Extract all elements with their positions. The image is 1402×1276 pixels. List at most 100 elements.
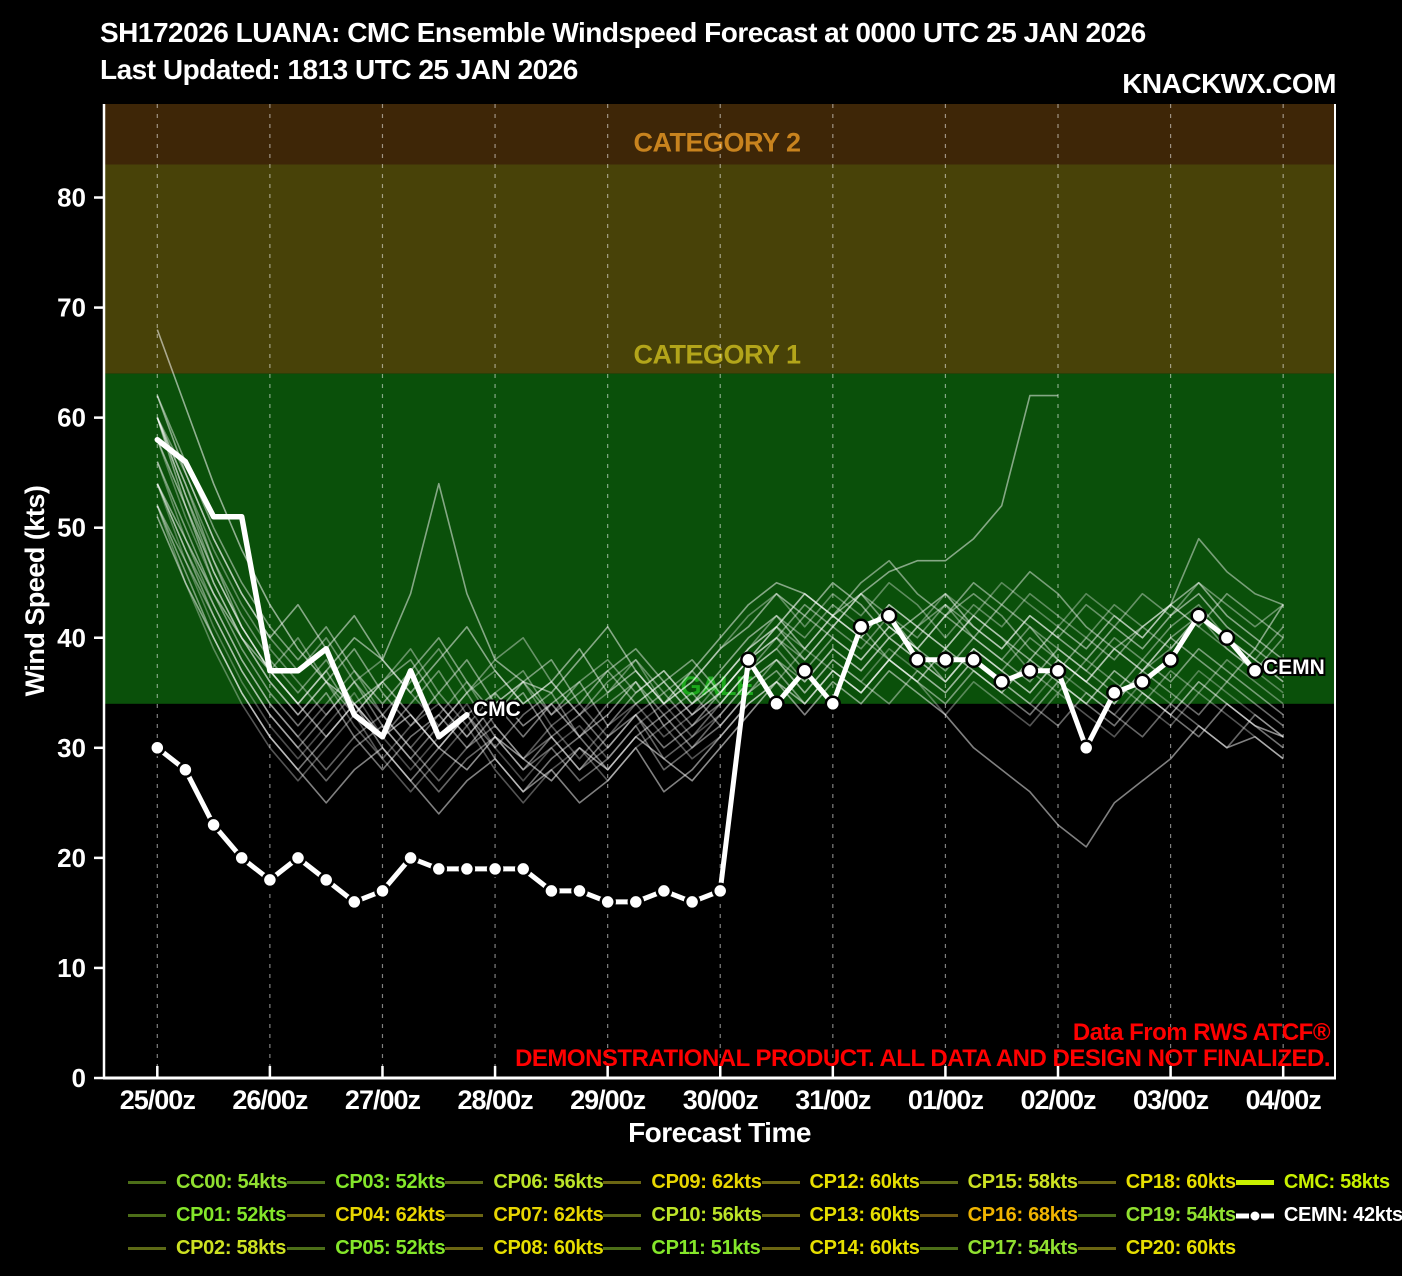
legend-entry-cp15: CP15: 58kts: [919, 1171, 1078, 1194]
cemn-marker: [289, 849, 307, 867]
legend-entry-cp19: CP19: 54kts: [1077, 1204, 1236, 1227]
brand-knackwx: KNACKWX.COM: [1122, 68, 1336, 99]
cemn-line-group: [149, 607, 1264, 911]
legend-entry-cp01: CP01: 52kts: [128, 1204, 287, 1227]
legend-swatch: [287, 1247, 326, 1250]
cemn-marker: [824, 695, 842, 713]
legend-label: CP09: 62kts: [651, 1171, 762, 1193]
legend-swatch: [919, 1214, 958, 1217]
legend-swatch: [445, 1181, 484, 1184]
zone-category-2: [104, 104, 1335, 165]
member-line-CP12: [156, 417, 1284, 727]
member-line-CP15: [156, 439, 1284, 760]
cemn-marker: [458, 860, 476, 878]
member-line-CP17: [156, 483, 1284, 782]
legend-swatch: [1235, 1180, 1274, 1185]
legend-entry-cp11: CP11: 51kts: [603, 1237, 761, 1260]
x-tick-label: 25/00z: [120, 1085, 196, 1115]
legend-swatch: [1077, 1247, 1116, 1250]
cemn-marker: [177, 761, 194, 779]
cemn-marker: [1049, 662, 1067, 680]
legend-swatch-dashdot: [1235, 1211, 1274, 1220]
y-tick-label: 50: [57, 513, 86, 543]
legend-label: CP19: 54kts: [1125, 1204, 1236, 1226]
legend-entry-cemn: CEMN: 42kts: [1235, 1204, 1402, 1227]
member-line-CP18: [156, 417, 1284, 738]
cemn-marker: [402, 849, 419, 867]
cemn-marker: [1077, 739, 1095, 757]
legend-swatch: [919, 1247, 958, 1250]
legend-swatch: [445, 1214, 484, 1217]
cemn-marker: [1106, 684, 1123, 702]
cemn-marker: [1190, 607, 1207, 624]
legend-label: CP13: 60kts: [809, 1204, 920, 1226]
chart-subtitle: Last Updated: 1813 UTC 25 JAN 2026: [100, 54, 578, 85]
title-block: SH172026 LUANA: CMC Ensemble Windspeed F…: [100, 14, 1146, 88]
legend-swatch: [287, 1214, 326, 1217]
legend-entry-cp09: CP09: 62kts: [603, 1171, 762, 1194]
y-tick-label: 10: [57, 953, 86, 983]
legend-swatch: [761, 1247, 800, 1250]
y-tick-label: 0: [72, 1063, 86, 1093]
cemn-marker: [768, 695, 785, 713]
cemn-marker: [683, 893, 701, 911]
x-tick-label: 27/00z: [345, 1085, 421, 1115]
line-label-cemn: CEMN: [1263, 656, 1325, 679]
disclaimer: Data From RWS ATCF®DEMONSTRATIONAL PRODU…: [515, 1019, 1331, 1072]
member-line-CP02: [156, 439, 1284, 749]
legend-swatch: [1077, 1181, 1116, 1184]
cemn-marker: [1021, 662, 1039, 680]
legend-label: CP10: 56kts: [651, 1204, 762, 1226]
legend-entry-cp03: CP03: 52kts: [287, 1171, 446, 1194]
legend-label: CP02: 58kts: [176, 1237, 287, 1259]
legend-entry-cp16: CP16: 68kts: [919, 1204, 1078, 1227]
legend-swatch: [128, 1247, 166, 1250]
line-label-cmc: CMC: [473, 698, 521, 721]
legend-entry-cp12: CP12: 60kts: [761, 1171, 920, 1194]
legend-label: CEMN: 42kts: [1283, 1204, 1402, 1226]
y-tick-label: 60: [57, 403, 86, 433]
cemn-line: [155, 613, 1257, 905]
legend-swatch: [1077, 1214, 1116, 1217]
cemn-marker: [1134, 673, 1151, 691]
member-line-CP19: [156, 483, 1284, 782]
legend-swatch: [603, 1247, 642, 1250]
cemn-marker: [486, 860, 504, 878]
cemn-marker: [514, 860, 532, 878]
legend-entry-cp07: CP07: 62kts: [445, 1204, 604, 1227]
legend-label: CP12: 60kts: [809, 1171, 920, 1193]
y-tick-label: 70: [57, 293, 86, 323]
legend-label: CC00: 54kts: [176, 1171, 288, 1193]
legend-swatch: [287, 1181, 326, 1184]
y-tick-label: 80: [57, 183, 86, 213]
cemn-marker: [965, 651, 982, 669]
legend-label: CMC: 58kts: [1283, 1171, 1390, 1193]
x-tick-label: 03/00z: [1133, 1085, 1209, 1115]
disclaimer-line1: Data From RWS ATCF®: [1073, 1019, 1331, 1046]
member-line-CP11: [156, 516, 1284, 848]
legend-label: CP08: 60kts: [493, 1237, 604, 1259]
zone-category-1: [104, 164, 1335, 374]
cemn-marker: [261, 871, 279, 889]
cemn-marker: [655, 882, 673, 900]
chart-title: SH172026 LUANA: CMC Ensemble Windspeed F…: [100, 17, 1146, 48]
legend-entry-cp08: CP08: 60kts: [445, 1237, 604, 1260]
cmc-line: [154, 436, 470, 740]
x-tick-label: 26/00z: [232, 1085, 308, 1115]
cemn-marker: [599, 893, 616, 911]
legend-entry-cp17: CP17: 54kts: [919, 1237, 1078, 1260]
zone-label: CATEGORY 1: [633, 340, 801, 370]
cemn-marker: [430, 860, 448, 878]
legend-label: CP17: 54kts: [967, 1237, 1078, 1259]
gridlines: [156, 104, 1284, 1078]
member-line-CP04: [156, 395, 1284, 705]
legend-swatch: [919, 1181, 958, 1184]
cemn-marker: [711, 882, 729, 900]
cemn-marker: [993, 673, 1010, 691]
y-tick-label: 20: [57, 843, 86, 873]
legend-entry-cp14: CP14: 60kts: [761, 1237, 920, 1260]
member-line-CP20: [156, 417, 1284, 716]
